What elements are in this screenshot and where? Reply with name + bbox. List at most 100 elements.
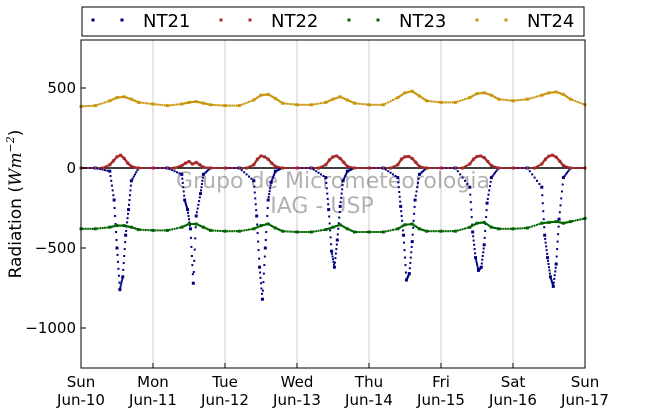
data-point-interp bbox=[262, 281, 265, 284]
data-point-interp bbox=[484, 92, 487, 95]
watermark: Grupo de Micrometeorologia IAG - USP bbox=[176, 169, 490, 219]
data-point-interp bbox=[487, 193, 490, 196]
data-point-interp bbox=[538, 183, 541, 185]
data-point bbox=[497, 97, 501, 101]
data-point-interp bbox=[444, 167, 447, 169]
data-point bbox=[396, 227, 400, 231]
data-point-interp bbox=[356, 231, 358, 233]
data-point-interp bbox=[206, 103, 208, 105]
data-point-interp bbox=[131, 177, 134, 180]
data-point-interp bbox=[423, 169, 426, 172]
data-point-interp bbox=[400, 210, 403, 213]
data-point-interp bbox=[473, 243, 476, 246]
data-point-interp bbox=[356, 102, 358, 105]
data-point bbox=[345, 169, 349, 173]
data-point-interp bbox=[342, 97, 345, 100]
data-point-interp bbox=[338, 211, 341, 213]
data-point-interp bbox=[276, 99, 279, 101]
data-point-interp bbox=[279, 100, 282, 103]
data-point-interp bbox=[190, 223, 193, 225]
data-point-interp bbox=[340, 224, 343, 227]
data-point-interp bbox=[521, 98, 524, 101]
data-point-interp bbox=[147, 102, 150, 105]
data-point-interp bbox=[380, 231, 382, 233]
data-point bbox=[129, 164, 133, 168]
data-point-interp bbox=[358, 102, 361, 105]
data-point-interp bbox=[261, 289, 264, 292]
data-point-interp bbox=[320, 173, 322, 176]
data-point bbox=[295, 166, 299, 170]
data-point bbox=[468, 185, 472, 189]
data-point-interp bbox=[442, 167, 445, 169]
data-point-interp bbox=[519, 99, 522, 101]
data-point-interp bbox=[405, 277, 408, 280]
data-point-interp bbox=[449, 167, 452, 169]
data-point-interp bbox=[243, 171, 246, 174]
data-point-interp bbox=[528, 97, 531, 100]
data-point bbox=[389, 166, 393, 170]
data-point bbox=[485, 201, 489, 205]
data-point bbox=[540, 93, 544, 97]
data-point-interp bbox=[206, 166, 208, 169]
data-point-interp bbox=[461, 99, 464, 101]
data-point bbox=[341, 179, 345, 183]
data-point-interp bbox=[476, 267, 479, 270]
data-point-interp bbox=[254, 98, 256, 101]
data-point-interp bbox=[164, 167, 166, 169]
data-point-interp bbox=[114, 215, 117, 217]
legend-marker bbox=[91, 18, 95, 22]
data-point bbox=[263, 246, 267, 250]
data-point-interp bbox=[134, 99, 136, 102]
data-point-interp bbox=[188, 224, 191, 227]
data-point-interp bbox=[537, 165, 540, 167]
data-point-interp bbox=[557, 91, 560, 94]
data-point-interp bbox=[371, 167, 374, 169]
data-point bbox=[561, 176, 565, 180]
data-point-interp bbox=[475, 260, 478, 263]
data-point-interp bbox=[551, 282, 554, 285]
data-point-interp bbox=[452, 101, 454, 104]
data-point-interp bbox=[449, 230, 452, 233]
data-point-interp bbox=[414, 92, 417, 95]
data-point-interp bbox=[538, 164, 541, 167]
data-point bbox=[367, 166, 371, 170]
data-point-interp bbox=[286, 167, 289, 169]
data-point bbox=[453, 100, 457, 104]
data-point-interp bbox=[132, 227, 135, 229]
data-point-interp bbox=[519, 167, 522, 169]
data-point-interp bbox=[135, 166, 138, 169]
data-point-interp bbox=[444, 230, 447, 233]
data-point-interp bbox=[564, 173, 567, 176]
data-point-interp bbox=[392, 173, 394, 176]
data-point-interp bbox=[300, 103, 303, 106]
data-point-interp bbox=[472, 94, 475, 97]
data-point-interp bbox=[112, 194, 115, 197]
data-point-interp bbox=[124, 96, 127, 99]
data-point-interp bbox=[198, 200, 201, 203]
data-point-interp bbox=[382, 167, 385, 169]
data-point bbox=[439, 229, 443, 233]
data-point-interp bbox=[134, 166, 136, 169]
data-point-interp bbox=[444, 101, 447, 104]
data-point-interp bbox=[437, 167, 440, 169]
data-point-interp bbox=[541, 194, 544, 197]
data-point-interp bbox=[197, 224, 200, 227]
data-point-interp bbox=[207, 166, 210, 169]
data-point-interp bbox=[458, 167, 460, 169]
data-point-interp bbox=[184, 200, 187, 203]
data-point bbox=[403, 91, 407, 95]
data-point-interp bbox=[548, 269, 551, 272]
data-point-interp bbox=[416, 181, 419, 184]
data-point-interp bbox=[254, 197, 257, 200]
data-point bbox=[269, 180, 273, 184]
data-point-interp bbox=[96, 167, 99, 170]
data-point-interp bbox=[430, 230, 433, 233]
y-axis-label: Radiation (Wm−2) bbox=[4, 130, 26, 279]
data-point-interp bbox=[308, 103, 310, 106]
x-tick-date: Jun-11 bbox=[128, 391, 177, 409]
data-point-interp bbox=[411, 233, 414, 236]
data-point-interp bbox=[410, 245, 413, 248]
data-point-interp bbox=[263, 223, 266, 226]
data-point-interp bbox=[504, 227, 507, 230]
data-point-interp bbox=[456, 170, 459, 173]
